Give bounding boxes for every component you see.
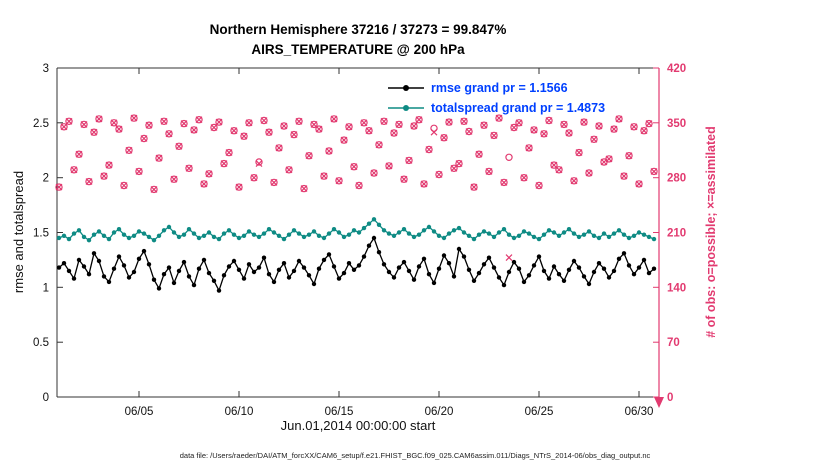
plot-title-line2: AIRS_TEMPERATURE @ 200 hPa <box>251 42 465 57</box>
svg-text:420: 420 <box>667 63 686 75</box>
svg-text:0: 0 <box>667 392 673 404</box>
right-tick-labels: 0 70 140 210 280 350 420 <box>653 63 686 404</box>
svg-text:06/15: 06/15 <box>325 406 354 418</box>
totalspread-legend-marker-icon <box>388 104 424 111</box>
right-axis-label: # of obs: o=possible; ×=assimilated <box>704 126 718 338</box>
left-tick-labels: 0 0.5 1 1.5 2 2.5 3 <box>33 63 63 404</box>
rmse-legend-marker-icon <box>388 84 424 91</box>
svg-text:280: 280 <box>667 173 686 185</box>
legend-row-rmse: rmse grand pr = 1.1566 <box>388 80 605 95</box>
svg-text:3: 3 <box>43 63 49 75</box>
plot-title-line1: Northern Hemisphere 37216 / 37273 = 99.8… <box>209 22 507 37</box>
rmse-series <box>56 235 657 293</box>
legend-label-rmse: rmse grand pr = 1.1566 <box>431 80 568 95</box>
legend: rmse grand pr = 1.1566 totalspread grand… <box>388 80 605 115</box>
svg-text:210: 210 <box>667 228 686 240</box>
svg-text:06/10: 06/10 <box>225 406 254 418</box>
svg-text:0.5: 0.5 <box>33 337 49 349</box>
x-tick-labels: 06/05 06/10 06/15 06/20 06/25 06/30 <box>125 68 654 418</box>
svg-text:0: 0 <box>43 392 49 404</box>
right-axis-arrow-icon <box>654 397 664 408</box>
legend-row-totalspread: totalspread grand pr = 1.4873 <box>388 100 605 115</box>
svg-text:06/30: 06/30 <box>625 406 654 418</box>
svg-text:1: 1 <box>43 282 49 294</box>
svg-text:1.5: 1.5 <box>33 228 49 240</box>
svg-text:2.5: 2.5 <box>33 118 49 130</box>
data-file-footer: data file: /Users/raeder/DAI/ATM_forcXX/… <box>179 451 651 460</box>
legend-label-totalspread: totalspread grand pr = 1.4873 <box>431 100 606 115</box>
svg-text:70: 70 <box>667 337 680 349</box>
svg-text:06/20: 06/20 <box>425 406 454 418</box>
svg-text:140: 140 <box>667 282 686 294</box>
svg-text:350: 350 <box>667 118 686 130</box>
x-axis-label: Jun.01,2014 00:00:00 start <box>280 418 436 433</box>
obs-markers <box>55 114 658 262</box>
svg-text:06/25: 06/25 <box>525 406 554 418</box>
svg-text:2: 2 <box>43 173 49 185</box>
left-axis-label: rmse and totalspread <box>11 170 26 294</box>
svg-text:06/05: 06/05 <box>125 406 154 418</box>
totalspread-series <box>56 217 657 243</box>
